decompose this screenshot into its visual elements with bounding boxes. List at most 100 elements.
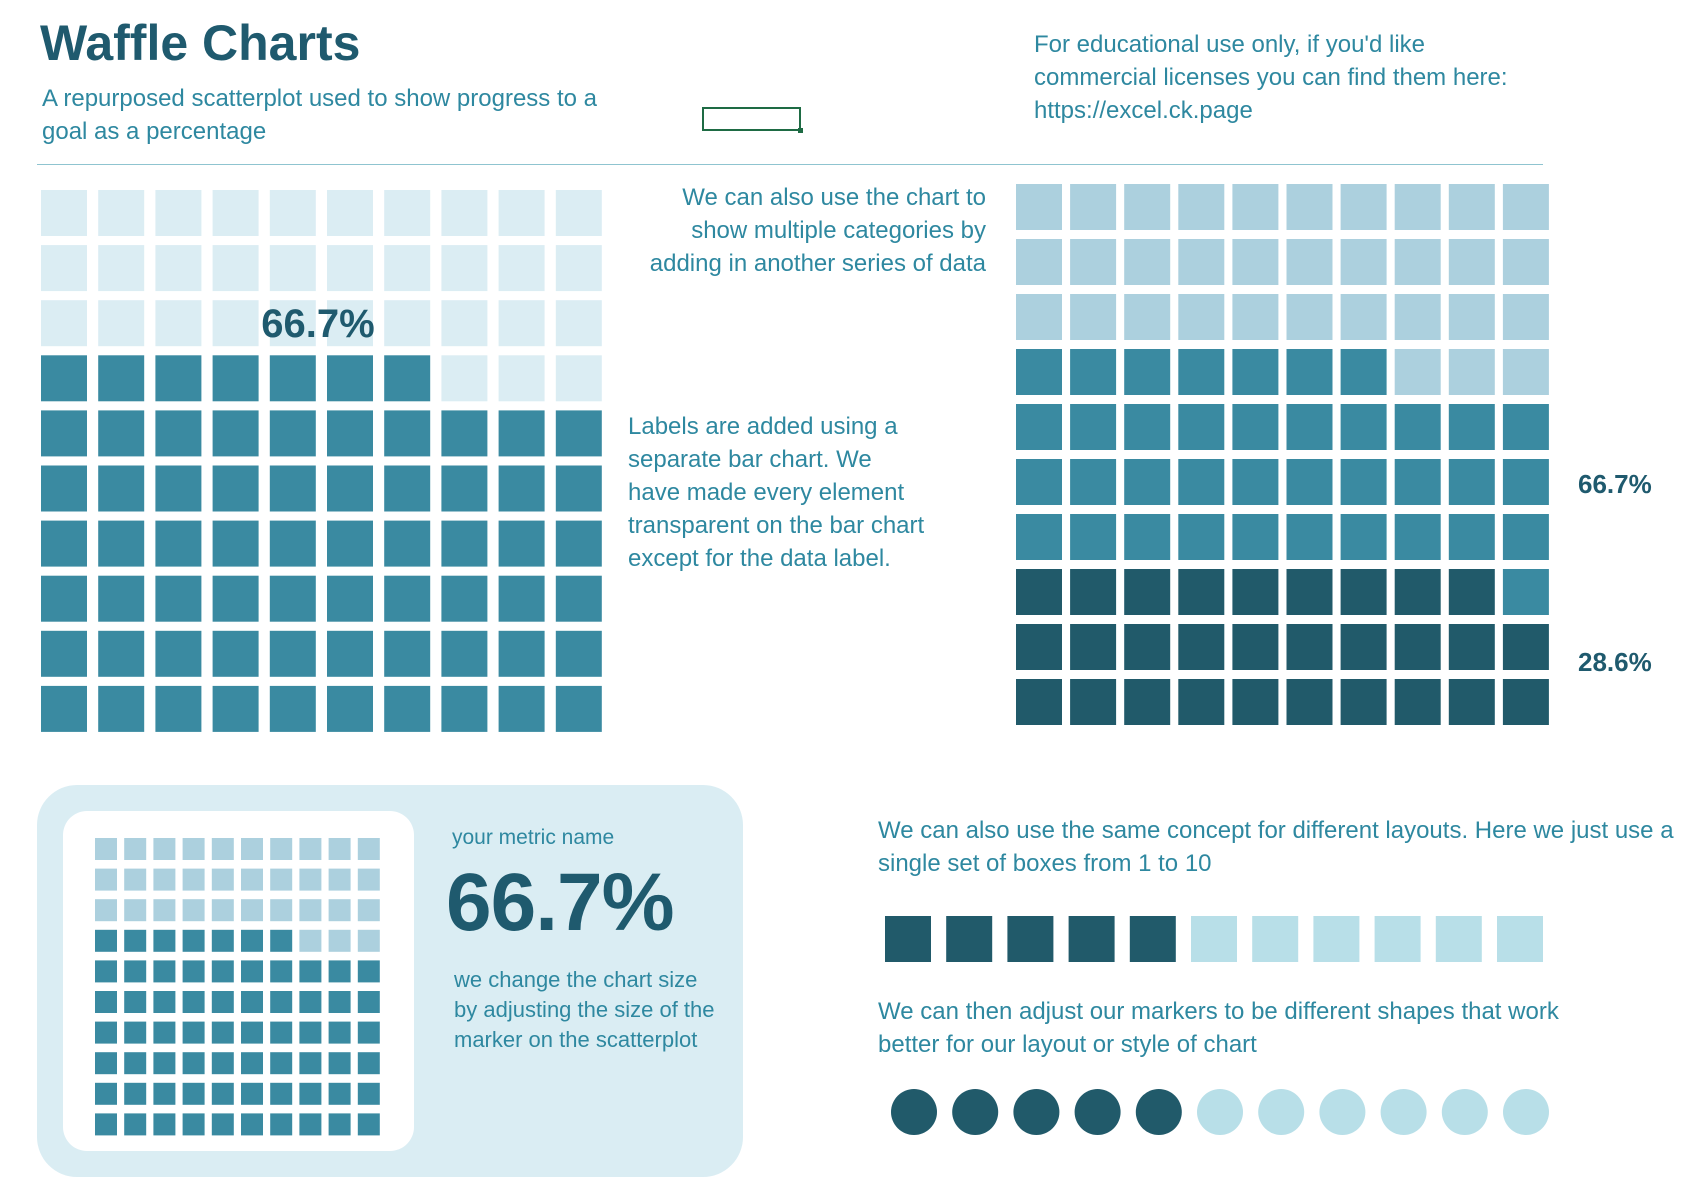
waffle-cell <box>328 1113 351 1136</box>
waffle-cell <box>384 685 431 732</box>
fill-handle[interactable] <box>798 128 803 133</box>
waffle-cell <box>153 1052 176 1075</box>
waffle-cell <box>1124 404 1171 450</box>
waffle-cell <box>1448 349 1495 395</box>
waffle-cell <box>1070 679 1117 725</box>
note-multiple-categories: We can also use the chart to show multip… <box>649 184 986 277</box>
waffle-cell <box>153 929 176 952</box>
waffle-cell <box>270 838 293 860</box>
waffle-cell <box>212 245 259 292</box>
waffle-cell <box>1124 514 1171 560</box>
waffle-cell <box>328 1052 351 1075</box>
waffle-cell <box>212 190 259 236</box>
waffle-cell <box>124 838 147 860</box>
waffle-cell <box>1232 404 1279 450</box>
waffle-cell <box>270 929 293 952</box>
waffle-cell <box>555 410 602 457</box>
waffle-cell <box>269 575 316 622</box>
waffle-cell <box>153 1113 176 1136</box>
waffle-cell <box>1340 239 1387 285</box>
waffle-cell <box>1286 679 1333 725</box>
note-labels: Labels are added using a separate bar ch… <box>628 413 925 572</box>
waffle-cell <box>1502 294 1549 340</box>
row-circle <box>952 1089 999 1135</box>
waffle-cell <box>241 991 263 1013</box>
row-square <box>1129 916 1176 962</box>
waffle-cell <box>98 520 145 567</box>
waffle-cell <box>1286 514 1333 560</box>
waffle-cell <box>1070 569 1117 615</box>
waffle-cell <box>384 575 431 622</box>
waffle-cell <box>299 1082 322 1105</box>
waffle-cell <box>328 991 351 1013</box>
waffle-cell <box>328 1021 351 1044</box>
waffle-cell <box>182 960 205 983</box>
waffle-cell <box>155 355 202 402</box>
waffle-cell <box>384 410 431 457</box>
waffle-cell <box>1448 679 1495 725</box>
series-1-label: 66.7% <box>1578 469 1652 499</box>
waffle-cell <box>211 1113 234 1136</box>
waffle-cell <box>241 960 263 983</box>
waffle-cell <box>384 245 431 292</box>
chart-data-label: 66.7% <box>261 302 374 346</box>
row-square <box>946 916 993 962</box>
waffle-cell <box>95 1082 117 1105</box>
waffle-cell <box>182 838 205 860</box>
waffle-cell <box>498 630 545 677</box>
waffle-cell <box>1178 514 1225 560</box>
waffle-cell <box>441 300 488 347</box>
waffle-cell <box>1394 514 1441 560</box>
waffle-cell <box>1232 349 1279 395</box>
waffle-cell <box>1070 404 1117 450</box>
waffle-cell <box>95 868 117 891</box>
waffle-cell <box>1070 239 1117 285</box>
selected-cell[interactable] <box>702 107 801 131</box>
waffle-cell <box>327 465 373 512</box>
waffle-cell <box>212 520 259 567</box>
waffle-cell <box>1448 404 1495 450</box>
waffle-cell <box>498 410 545 457</box>
waffle-cell <box>182 991 205 1013</box>
note-layouts: We can also use the same concept for dif… <box>878 817 1674 877</box>
waffle-cell <box>384 300 431 347</box>
waffle-cell <box>357 929 380 952</box>
waffle-cell <box>1232 514 1279 560</box>
row-circle <box>1074 1089 1121 1135</box>
waffle-cell <box>95 991 117 1013</box>
waffle-cell <box>1394 239 1441 285</box>
waffle-cell <box>153 960 176 983</box>
waffle-cell <box>1232 624 1279 670</box>
waffle-cell <box>1286 569 1333 615</box>
waffle-cell <box>155 630 202 677</box>
waffle-cell <box>327 355 373 402</box>
waffle-cell <box>124 1052 147 1075</box>
waffle-cell <box>1070 184 1117 230</box>
waffle-cell <box>1016 239 1062 285</box>
waffle-cell <box>95 960 117 983</box>
waffle-cell <box>241 1082 263 1105</box>
waffle-cell <box>153 838 176 860</box>
waffle-cell <box>1340 624 1387 670</box>
waffle-cell <box>95 1113 117 1136</box>
waffle-cell <box>1340 679 1387 725</box>
license-link[interactable]: https://excel.ck.page <box>1034 97 1253 124</box>
waffle-cell <box>1178 184 1225 230</box>
waffle-cell <box>41 355 87 402</box>
waffle-cell <box>327 575 373 622</box>
waffle-cell <box>98 190 145 236</box>
waffle-cell <box>441 630 488 677</box>
waffle-cell <box>124 868 147 891</box>
waffle-cell <box>212 300 259 347</box>
waffle-cell <box>555 630 602 677</box>
waffle-cell <box>270 1021 293 1044</box>
waffle-cell <box>155 410 202 457</box>
waffle-cell <box>212 465 259 512</box>
waffle-cell <box>269 355 316 402</box>
waffle-cell <box>270 960 293 983</box>
waffle-cell <box>1016 569 1062 615</box>
waffle-cell <box>1178 624 1225 670</box>
waffle-cell <box>211 1052 234 1075</box>
waffle-cell <box>1178 459 1225 505</box>
waffle-cell <box>41 575 87 622</box>
